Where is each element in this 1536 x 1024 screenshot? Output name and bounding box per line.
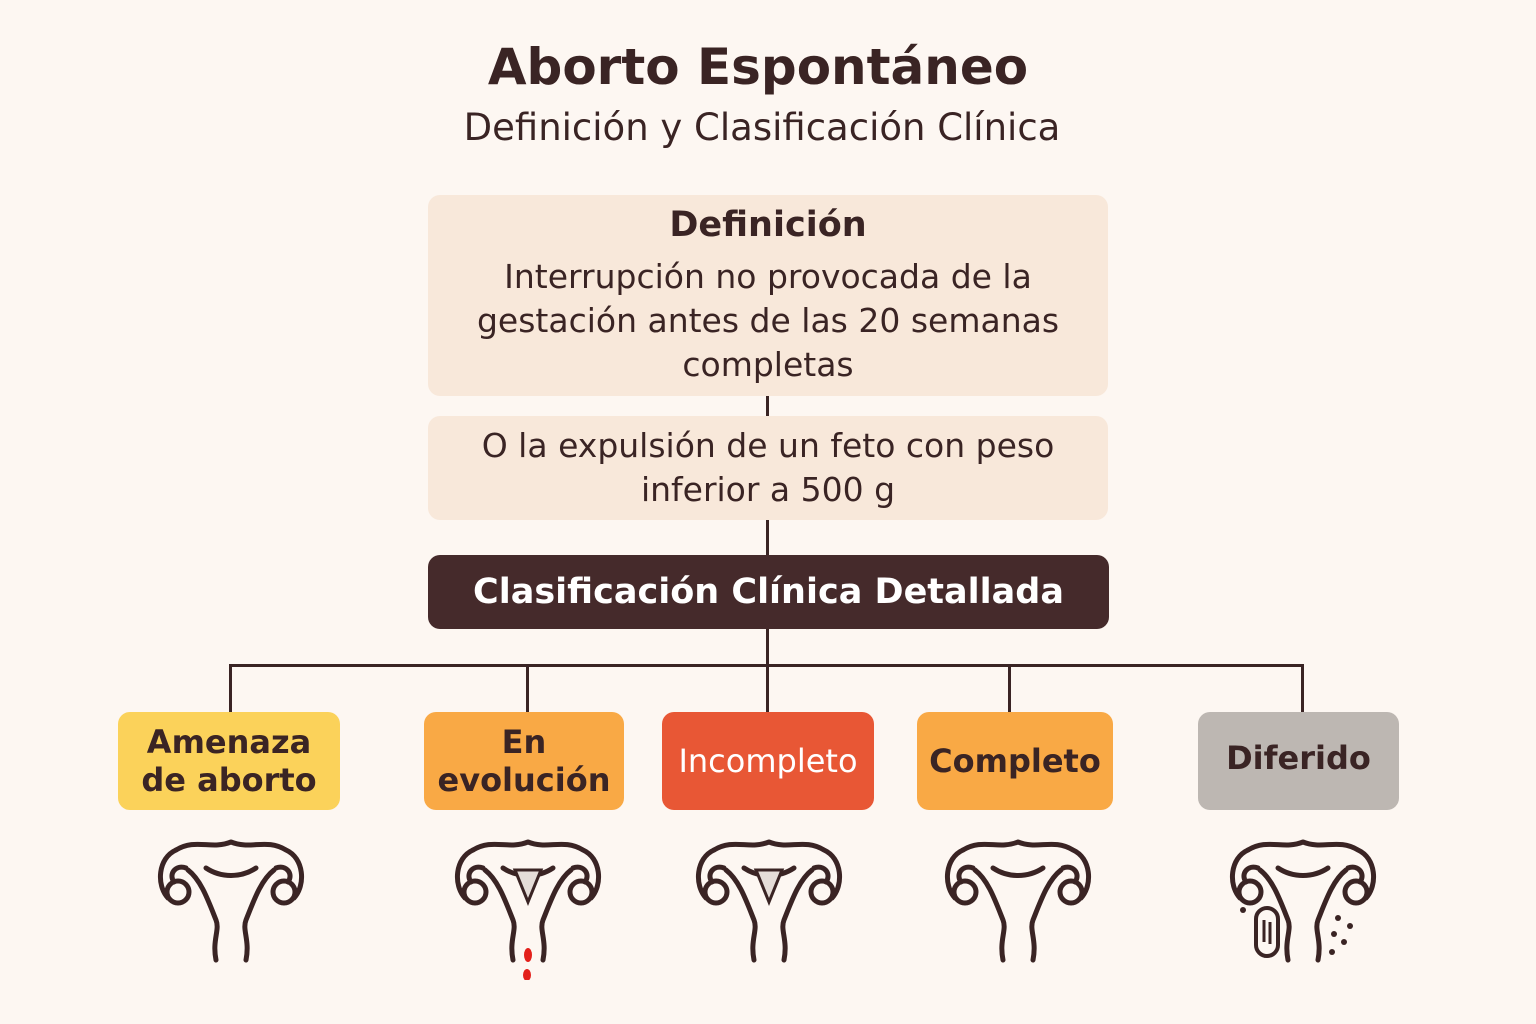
definition-heading: Definición bbox=[669, 204, 867, 245]
uterus-retained-tissue-icon bbox=[684, 830, 854, 980]
category-label: Amenaza bbox=[146, 723, 312, 761]
definition-line: Interrupción no provocada de la bbox=[504, 256, 1032, 296]
category-label: de aborto bbox=[141, 761, 317, 799]
page-subtitle: Definición y Clasificación Clínica bbox=[463, 106, 1061, 149]
uterus-retained-fetus-icon bbox=[1218, 830, 1388, 980]
branch-drop bbox=[229, 664, 232, 712]
definition-box: Definición Interrupción no provocada de … bbox=[428, 195, 1108, 396]
branch-drop bbox=[1008, 664, 1011, 712]
category-label: Completo bbox=[929, 742, 1101, 780]
definition-line: gestación antes de las 20 semanas bbox=[476, 300, 1060, 340]
category-label: En bbox=[501, 723, 547, 761]
category-complete: Completo bbox=[917, 712, 1113, 810]
branch-drop bbox=[526, 664, 529, 712]
uterus-empty-icon bbox=[933, 830, 1103, 980]
category-label: Incompleto bbox=[678, 742, 858, 780]
category-threatened: Amenaza de aborto bbox=[118, 712, 340, 810]
page-title: Aborto Espontáneo bbox=[487, 38, 1029, 96]
connector-line bbox=[766, 396, 769, 416]
uterus-icon bbox=[146, 830, 316, 980]
connector-line bbox=[766, 629, 769, 666]
category-incomplete: Incompleto bbox=[662, 712, 874, 810]
alternative-line: O la expulsión de un feto con peso bbox=[481, 426, 1055, 465]
category-in-progress: En evolución bbox=[424, 712, 624, 810]
category-label: evolución bbox=[437, 761, 611, 799]
classification-heading-box: Clasificación Clínica Detallada bbox=[428, 555, 1109, 629]
branch-drop bbox=[1301, 664, 1304, 712]
definition-text: Interrupción no provocada de la gestació… bbox=[477, 255, 1059, 387]
classification-heading: Clasificación Clínica Detallada bbox=[473, 572, 1064, 612]
uterus-bleeding-icon bbox=[443, 830, 613, 980]
category-label: Diferido bbox=[1226, 739, 1371, 777]
category-missed: Diferido bbox=[1198, 712, 1399, 810]
definition-line: completas bbox=[682, 344, 854, 384]
branch-drop bbox=[766, 664, 769, 712]
alternative-definition-box: O la expulsión de un feto con peso infer… bbox=[428, 416, 1108, 520]
connector-line bbox=[766, 520, 769, 555]
alternative-line: inferior a 500 g bbox=[640, 470, 896, 509]
